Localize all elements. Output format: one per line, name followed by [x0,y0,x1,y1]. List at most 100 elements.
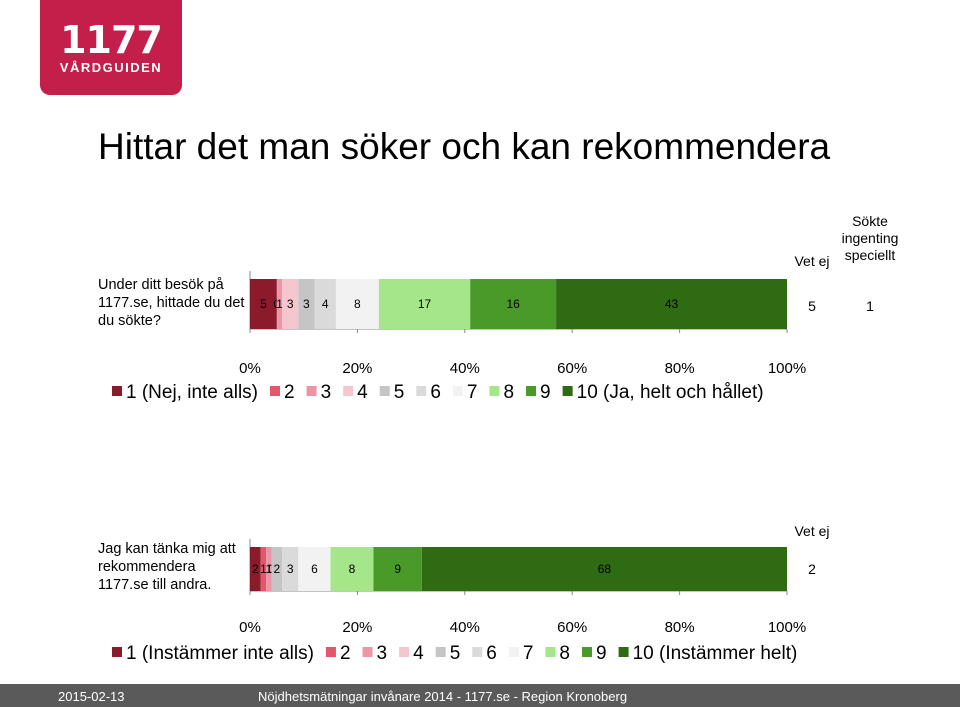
legend-swatch-1-7 [452,386,463,396]
bar-value-label-1-5: 3 [303,297,310,311]
legend-swatch-1-1 [112,386,122,396]
legend-swatch-2-1 [112,647,122,657]
bar-segment-1-4 [282,279,299,329]
bar-segment-1-3 [276,279,283,329]
legend-label-1-2: 2 [284,382,295,403]
legend-swatch-2-9 [582,647,592,657]
bar-value-label-2-7: 6 [311,562,318,576]
legend-swatch-2-8 [545,647,556,657]
bar-value-label-1-10: 43 [665,297,679,311]
legend-label-1-4: 4 [357,382,368,403]
legend-swatch-2-10 [618,647,629,657]
legend-label-1-1: 1 (Nej, inte alls) [126,382,258,403]
legend-label-2-6: 6 [486,643,497,664]
legend-label-1-9: 9 [540,382,551,403]
x-tick-label-1-3: 40% [450,360,480,377]
legend-label-2-1: 1 (Instämmer inte alls) [126,643,314,664]
footer-bar: 2015-02-13 Nöjdhetsmätningar invånare 20… [0,684,960,707]
legend-label-1-7: 7 [467,382,478,403]
legend-swatch-1-10 [562,386,573,396]
x-tick-label-2-4: 60% [557,619,587,636]
bar-segment-2-1 [250,547,261,591]
logo-number: 1177 [60,18,163,62]
legend-label-1-3: 3 [321,382,332,403]
bar-segment-1-10 [556,279,787,329]
extra-column-label-1-2: Sökte ingenting speciellt [842,213,899,263]
extra-column-label-2-1: Vet ej [794,523,829,539]
bar-segment-1-1 [250,279,277,329]
legend-label-2-8: 8 [559,643,570,664]
bar-segment-2-7 [298,547,331,591]
legend-label-1-8: 8 [503,382,514,403]
legend-swatch-2-6 [472,647,483,657]
stacked-bar-charts: 50133481716430%20%40%60%80%100%Vet ej5Sö… [112,213,899,664]
bar-segment-2-10 [421,547,787,591]
bar-value-label-2-9: 9 [394,562,401,576]
footer-date: 2015-02-13 [58,689,125,704]
bar-value-label-1-3: 1 [276,297,283,311]
bar-segment-1-9 [470,279,557,329]
legend-swatch-1-2 [270,386,280,396]
legend-swatch-1-9 [526,386,537,396]
legend-label-2-2: 2 [340,643,351,664]
bar-segment-2-6 [282,547,299,591]
bar-segment-1-7 [335,279,379,329]
legend-swatch-2-3 [362,647,373,657]
legend-label-1-5: 5 [394,382,405,403]
legend-label-2-5: 5 [450,643,461,664]
legend-swatch-2-5 [435,647,446,657]
legend-label-1-10: 10 (Ja, helt och hållet) [577,382,764,403]
legend-swatch-1-6 [416,386,427,396]
bar-value-label-1-4: 3 [287,297,294,311]
extra-column-value-1-2: 1 [866,298,874,314]
legend-swatch-2-4 [399,647,410,657]
bar-value-label-1-9: 16 [506,297,520,311]
x-tick-label-1-2: 20% [342,360,372,377]
bar-value-label-2-5: 2 [274,562,281,576]
legend-label-2-7: 7 [523,643,534,664]
logo-1177-vardguiden: 1177 VÅRDGUIDEN [40,0,182,95]
x-tick-label-1-4: 60% [557,360,587,377]
question-2-label: Jag kan tänka mig att rekommendera 1177.… [98,541,236,593]
bar-segment-1-6 [314,279,336,329]
legend-label-2-4: 4 [413,643,424,664]
legend-swatch-1-5 [379,386,390,396]
x-tick-label-1-1: 0% [239,360,261,377]
legend-label-2-3: 3 [377,643,388,664]
bar-value-label-1-7: 8 [354,297,361,311]
x-tick-label-2-1: 0% [239,619,261,636]
bar-segment-2-8 [330,547,374,591]
x-tick-label-2-5: 80% [665,619,695,636]
bar-value-label-2-2: 1 [260,562,267,576]
bar-segment-2-2 [260,547,267,591]
bar-value-label-1-8: 17 [418,297,432,311]
footer-text: Nöjdhetsmätningar invånare 2014 - 1177.s… [258,689,628,704]
bar-value-label-1-6: 4 [322,297,329,311]
bar-value-label-1-1: 5 [260,297,267,311]
x-tick-label-1-5: 80% [665,360,695,377]
legend-swatch-1-8 [489,386,500,396]
extra-column-label-1-1: Vet ej [794,253,829,269]
legend-label-2-10: 10 (Instämmer helt) [633,643,798,664]
bar-segment-2-3 [266,547,272,591]
x-tick-label-2-2: 20% [342,619,372,636]
bar-segment-2-9 [373,547,422,591]
page-title: Hittar det man söker och kan rekommender… [98,126,831,167]
legend-swatch-2-7 [508,647,519,657]
bar-value-label-2-3: 1 [265,562,272,576]
legend-swatch-1-3 [306,386,317,396]
bar-value-label-2-10: 68 [598,562,612,576]
extra-column-value-2-1: 2 [808,561,816,577]
question-1-label: Under ditt besök på 1177.se, hittade du … [98,277,245,329]
bar-segment-1-5 [298,279,315,329]
bar-value-label-2-8: 8 [349,562,356,576]
logo-subtitle: VÅRDGUIDEN [59,60,163,75]
x-tick-label-2-6: 100% [768,619,806,636]
legend-swatch-2-2 [325,647,336,657]
bar-segment-1-8 [378,279,471,329]
legend-label-1-6: 6 [430,382,441,403]
legend-swatch-1-4 [343,386,354,396]
bar-value-label-2-6: 3 [287,562,294,576]
x-tick-label-2-3: 40% [450,619,480,636]
legend-label-2-9: 9 [596,643,607,664]
